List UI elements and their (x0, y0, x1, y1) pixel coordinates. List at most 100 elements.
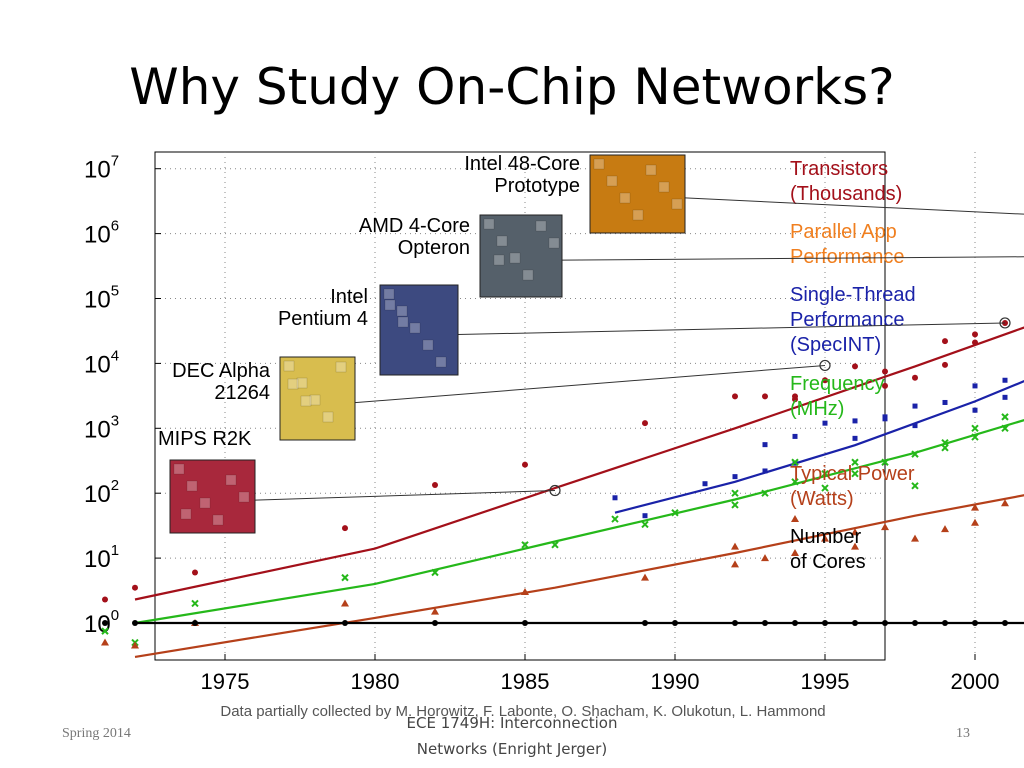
annotation-label: AMD 4-Core (359, 215, 470, 237)
chip-die-block (199, 497, 211, 509)
data-point (702, 481, 708, 487)
plot-frame (154, 151, 886, 661)
data-point (822, 420, 828, 426)
data-point (851, 458, 859, 466)
x-tick-label: 1980 (351, 669, 400, 694)
chip-die-block (435, 356, 447, 368)
data-point (941, 438, 949, 447)
data-point (791, 478, 799, 486)
data-point (942, 361, 948, 368)
data-point (522, 620, 528, 626)
annotation-label: 21264 (214, 382, 270, 404)
chip-die-block (212, 514, 224, 526)
annotation-leader (684, 197, 1024, 215)
chip-die-block (606, 175, 618, 187)
annotation-label: Intel (330, 286, 368, 308)
y-tick-label: 105 (84, 283, 119, 314)
data-point (761, 489, 769, 497)
data-point (432, 481, 438, 488)
data-point (342, 620, 348, 626)
chip-die-frame (589, 154, 686, 234)
annotation-label: MIPS R2K (158, 428, 252, 450)
data-point (791, 458, 799, 466)
data-point (132, 584, 138, 591)
x-tick-label: 1975 (201, 669, 250, 694)
chip-die-block (619, 192, 631, 204)
x-tick-label: 2000 (951, 669, 1000, 694)
data-point (521, 541, 529, 549)
data-point (641, 520, 649, 529)
y-tick-label: 102 (84, 477, 119, 508)
chip-die-block (548, 237, 560, 249)
x-tick-label: 1990 (651, 669, 700, 694)
chip-die-block (309, 394, 321, 406)
chip-die-frame (279, 356, 356, 441)
data-point (762, 442, 768, 448)
chip-die-frame (169, 459, 256, 534)
data-point (941, 525, 949, 533)
x-tick-label: 1985 (501, 669, 550, 694)
data-point (882, 414, 888, 420)
data-point (822, 620, 828, 626)
data-point (1001, 413, 1009, 421)
page-title: Why Study On-Chip Networks? (129, 58, 895, 116)
annotation-leader (254, 490, 556, 501)
data-point (942, 620, 948, 626)
data-point (882, 382, 888, 389)
data-point (911, 482, 919, 490)
chip-die-block (225, 474, 237, 486)
data-point (762, 393, 768, 400)
legend-entry: Number (790, 526, 861, 548)
data-point (912, 423, 918, 429)
data-point (642, 620, 648, 626)
chip-die-block (632, 209, 644, 221)
chip-die-block (180, 508, 192, 520)
annotation-label: Intel 48-Core (464, 153, 580, 175)
y-tick-label: 104 (84, 347, 119, 378)
data-point (342, 525, 348, 532)
data-point (191, 599, 199, 608)
chip-die-block (658, 181, 670, 193)
data-point (821, 484, 829, 492)
annotation-marker (819, 359, 831, 372)
chip-die-image (379, 284, 459, 376)
data-point (822, 377, 828, 384)
legend-entry: (Thousands) (790, 183, 902, 205)
data-point (522, 461, 528, 468)
data-point (971, 424, 979, 433)
data-point (341, 599, 349, 607)
data-point (791, 548, 799, 556)
footer-course: ECE 1749H: Interconnection Networks (Enr… (406, 714, 618, 758)
data-point (642, 513, 648, 519)
data-point (431, 607, 439, 615)
data-point (942, 399, 948, 405)
data-point (192, 569, 198, 576)
x-tick-label: 1995 (801, 669, 850, 694)
data-point (731, 560, 739, 568)
data-point (972, 620, 978, 626)
annotation-label: Prototype (494, 175, 580, 197)
trend-line (134, 326, 1024, 601)
data-point (551, 541, 559, 549)
annotation-leader (354, 364, 826, 404)
data-point (101, 627, 109, 635)
data-point (852, 435, 858, 441)
data-point (972, 383, 978, 389)
data-point (881, 523, 889, 531)
chip-die-block (496, 235, 508, 247)
data-point (911, 450, 919, 458)
chip-die-block (409, 322, 421, 334)
data-point (821, 469, 829, 478)
data-point (821, 534, 829, 542)
data-point (671, 509, 679, 517)
chip-die-block (509, 252, 521, 264)
data-point (731, 501, 739, 509)
footer-date: Spring 2014 (62, 726, 131, 741)
data-point (912, 403, 918, 409)
data-point (731, 489, 739, 497)
chip-die-block (186, 480, 198, 492)
chip-die-block (593, 158, 605, 170)
chip-die-block (522, 269, 534, 281)
chip-die-frame (379, 284, 459, 376)
annotation-marker (999, 317, 1011, 329)
